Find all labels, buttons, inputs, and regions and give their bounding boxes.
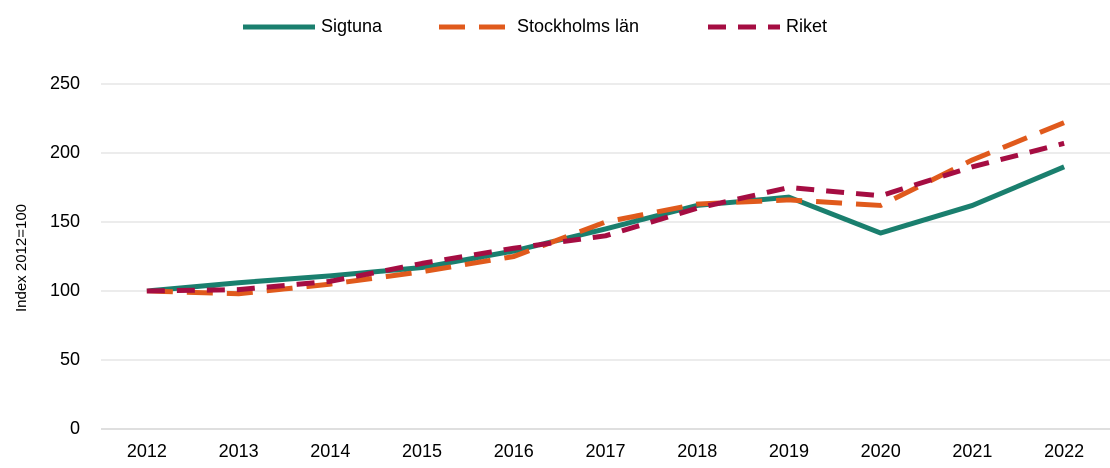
x-tick-label: 2018 <box>677 441 717 461</box>
y-axis-label: Index 2012=100 <box>13 204 30 312</box>
y-tick-label: 0 <box>70 418 80 438</box>
legend-label: Riket <box>786 16 827 36</box>
x-tick-label: 2013 <box>219 441 259 461</box>
series-line <box>146 164 1066 294</box>
y-tick-label: 150 <box>50 211 80 231</box>
x-tick-label: 2014 <box>310 441 350 461</box>
x-tick-label: 2015 <box>402 441 442 461</box>
series-line <box>146 120 1066 297</box>
x-tick-label: 2022 <box>1044 441 1084 461</box>
y-tick-label: 200 <box>50 142 80 162</box>
y-tick-label: 250 <box>50 73 80 93</box>
y-tick-label: 100 <box>50 280 80 300</box>
legend-label: Sigtuna <box>321 16 383 36</box>
legend-label: Stockholms län <box>517 16 639 36</box>
x-tick-label: 2019 <box>769 441 809 461</box>
series-line <box>146 140 1065 294</box>
x-tick-label: 2012 <box>127 441 167 461</box>
x-tick-label: 2021 <box>952 441 992 461</box>
x-tick-label: 2020 <box>861 441 901 461</box>
x-tick-label: 2017 <box>585 441 625 461</box>
y-tick-label: 50 <box>60 349 80 369</box>
x-tick-label: 2016 <box>494 441 534 461</box>
